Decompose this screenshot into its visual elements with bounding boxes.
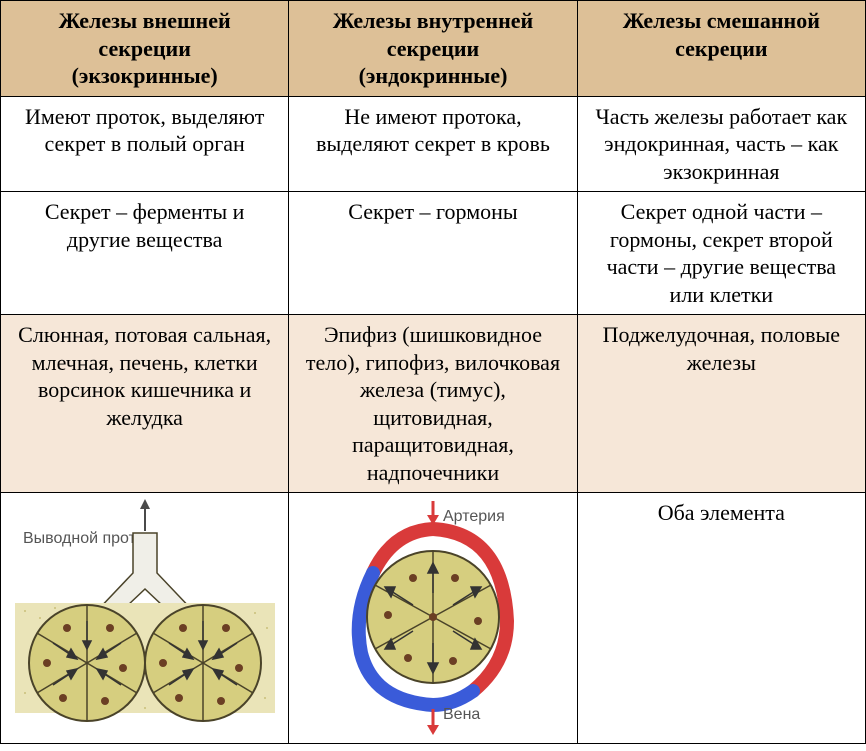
header-endocrine: Железы внутренней секреции(эндокринные) [289, 1, 577, 97]
cell: Поджелудочная, половые железы [577, 315, 865, 493]
header-exocrine: Железы внешней секреции(экзокринные) [1, 1, 289, 97]
endocrine-gland-diagram: Артерия [293, 493, 573, 743]
cell: Имеют проток, выделяют секрет в полый ор… [1, 96, 289, 192]
cell: Часть железы работает как эндокринная, ч… [577, 96, 865, 192]
cell: Слюнная, потовая сальная, млечная, печен… [1, 315, 289, 493]
table-row: Слюнная, потовая сальная, млечная, печен… [1, 315, 866, 493]
cell: Секрет одной части – гормоны, секрет вто… [577, 192, 865, 315]
diagram-row: Выводной проток [1, 493, 866, 744]
cell: Секрет – ферменты и другие вещества [1, 192, 289, 315]
glands-comparison-table: Железы внешней секреции(экзокринные) Жел… [0, 0, 866, 744]
header-mixed: Железы смешанной секреции [577, 1, 865, 97]
table-row: Секрет – ферменты и другие вещества Секр… [1, 192, 866, 315]
vein-label: Вена [443, 706, 480, 723]
exocrine-diagram-cell: Выводной проток [1, 493, 289, 744]
cell: Секрет – гормоны [289, 192, 577, 315]
exocrine-gland-diagram: Выводной проток [5, 493, 285, 743]
artery-label: Артерия [443, 508, 505, 525]
mixed-label: Оба элемента [658, 500, 785, 525]
cell: Не имеют протока, выделяют секрет в кров… [289, 96, 577, 192]
cell: Эпифиз (шишковидное тело), гипофиз, вило… [289, 315, 577, 493]
mixed-diagram-cell: Оба элемента [577, 493, 865, 744]
table-row: Имеют проток, выделяют секрет в полый ор… [1, 96, 866, 192]
endocrine-diagram-cell: Артерия [289, 493, 577, 744]
